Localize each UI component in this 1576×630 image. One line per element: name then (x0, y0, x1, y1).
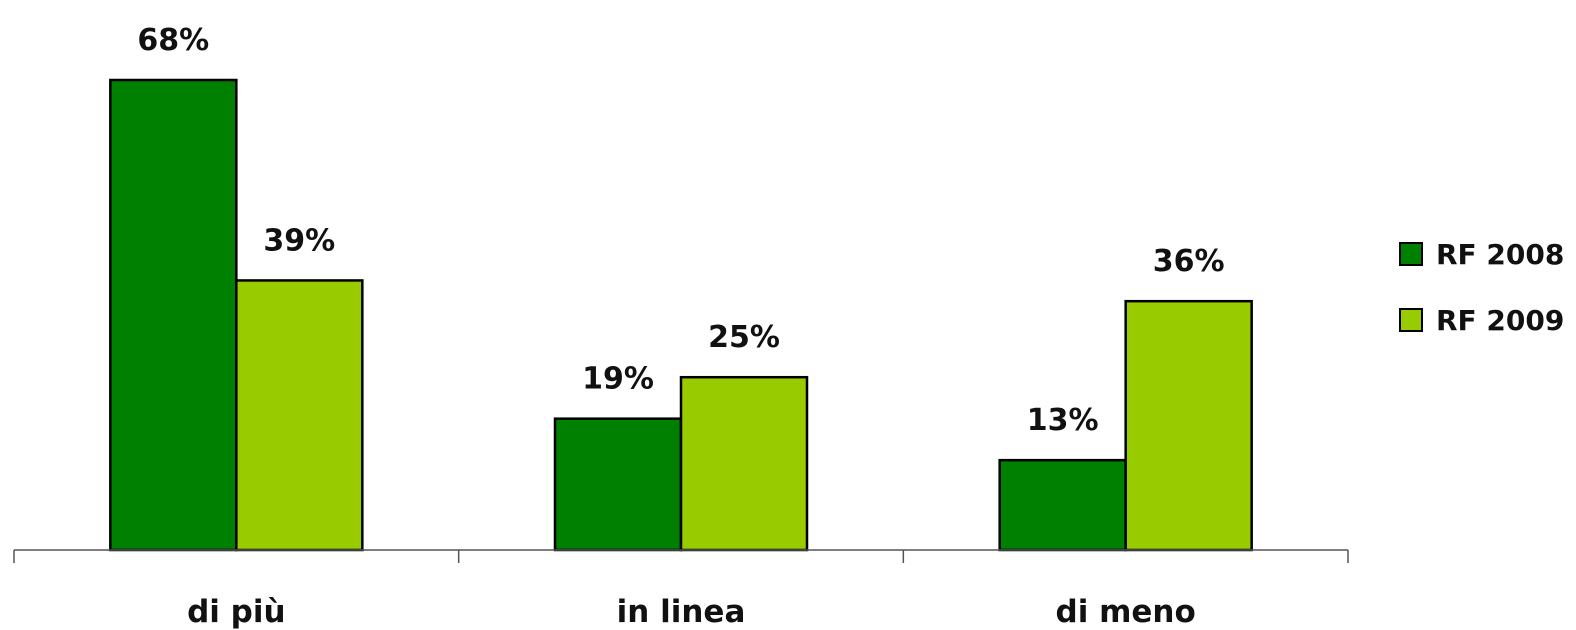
category-label: di meno (1056, 594, 1196, 630)
legend-item: RF 2009 (1399, 304, 1564, 337)
data-labels: 68% 39% 19% 25% 13% 36% (137, 23, 1224, 438)
legend-swatch (1399, 242, 1423, 266)
x-axis (13, 549, 1349, 563)
data-label: 13% (1027, 403, 1099, 438)
category-label: in linea (617, 594, 746, 630)
legend: RF 2008 RF 2009 (1399, 238, 1564, 337)
data-label: 36% (1153, 244, 1225, 279)
legend-item: RF 2008 (1399, 238, 1564, 271)
bar-rf-2008-2 (998, 458, 1127, 552)
category-labels: di più in linea di meno (187, 594, 1196, 630)
data-label: 68% (137, 23, 209, 58)
legend-swatch (1399, 308, 1423, 332)
legend-label: RF 2008 (1436, 238, 1564, 271)
data-label: 25% (708, 320, 780, 355)
data-label: 19% (582, 362, 654, 397)
bar-rf-2009-1 (679, 375, 809, 552)
bar-rf-2008-1 (553, 417, 683, 552)
bars-layer (109, 78, 1253, 552)
bar-rf-2008-0 (109, 78, 238, 552)
category-label: di più (187, 594, 286, 630)
bar-rf-2009-0 (235, 279, 364, 552)
data-label: 39% (263, 223, 335, 258)
legend-label: RF 2009 (1436, 304, 1564, 337)
bar-rf-2009-2 (1124, 299, 1253, 552)
